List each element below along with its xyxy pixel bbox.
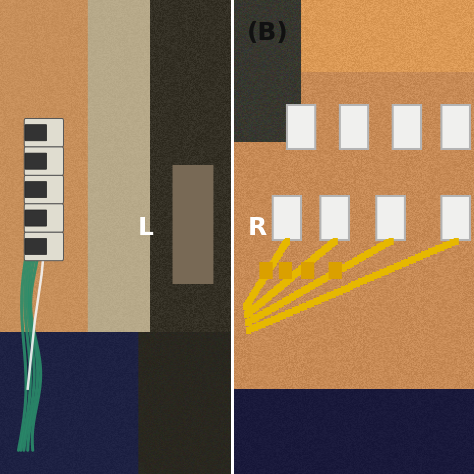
- FancyBboxPatch shape: [24, 118, 64, 147]
- FancyBboxPatch shape: [24, 232, 64, 261]
- FancyBboxPatch shape: [25, 153, 46, 169]
- FancyBboxPatch shape: [25, 238, 46, 255]
- FancyBboxPatch shape: [24, 175, 64, 204]
- FancyBboxPatch shape: [24, 204, 64, 232]
- Text: L: L: [137, 216, 154, 239]
- Text: (B): (B): [247, 21, 289, 46]
- FancyBboxPatch shape: [25, 182, 46, 198]
- Text: R: R: [248, 216, 267, 239]
- FancyBboxPatch shape: [24, 147, 64, 175]
- FancyBboxPatch shape: [25, 210, 46, 226]
- FancyBboxPatch shape: [25, 125, 46, 141]
